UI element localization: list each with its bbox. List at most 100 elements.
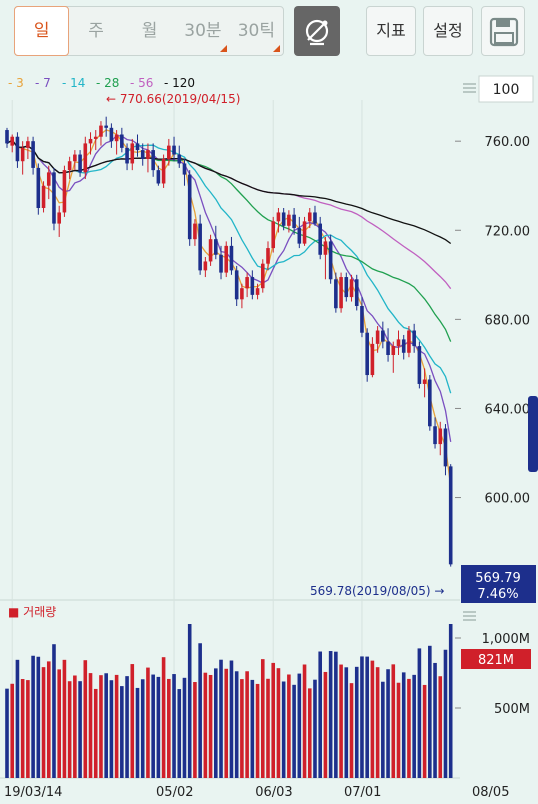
candle-body bbox=[334, 279, 338, 309]
volume-bar bbox=[360, 656, 364, 778]
volume-bar bbox=[422, 684, 427, 778]
volume-bar bbox=[307, 688, 312, 778]
candle-body bbox=[224, 245, 229, 273]
x-tick-label: 08/05 bbox=[472, 785, 509, 800]
candle-body bbox=[125, 147, 129, 164]
indicator-button[interactable]: 지표 bbox=[366, 6, 416, 56]
volume-bar bbox=[151, 674, 155, 778]
candle-body bbox=[255, 288, 260, 295]
volume-bar bbox=[146, 667, 150, 778]
candle-body bbox=[161, 159, 166, 184]
candle-body bbox=[208, 239, 213, 262]
candle-body bbox=[313, 212, 317, 224]
ma-legend-120: - 120 bbox=[164, 76, 195, 90]
period-selector: 일 주 월 30분 30틱 bbox=[14, 6, 284, 56]
volume-bar bbox=[172, 674, 176, 778]
volume-bar bbox=[104, 673, 108, 778]
volume-bar bbox=[344, 667, 349, 778]
candle-body bbox=[391, 346, 396, 355]
candle-body bbox=[365, 332, 369, 376]
volume-title: ■ 거래량 bbox=[8, 605, 56, 619]
candle-body bbox=[370, 343, 375, 376]
period-tab-4[interactable]: 30틱 bbox=[230, 7, 283, 55]
volume-bar bbox=[67, 681, 72, 778]
candle-body bbox=[407, 330, 411, 353]
candle-body bbox=[318, 223, 322, 255]
volume-bar bbox=[349, 683, 354, 778]
candle-body bbox=[114, 134, 119, 142]
candle-body bbox=[271, 221, 276, 249]
save-icon bbox=[489, 17, 519, 47]
drawing-tool-button[interactable] bbox=[294, 6, 340, 56]
candle-body bbox=[381, 330, 385, 342]
volume-bar bbox=[381, 681, 385, 778]
chart[interactable]: 760.00 720.00 680.00 640.00 600.00 1,000M 500M… bbox=[0, 62, 538, 804]
volume-bar bbox=[375, 667, 380, 778]
settings-button[interactable]: 설정 bbox=[423, 6, 473, 56]
candle-body bbox=[78, 154, 82, 173]
candle-body bbox=[93, 136, 98, 139]
volume-bar bbox=[276, 668, 281, 778]
candle-body bbox=[20, 147, 25, 162]
ma-line-7 bbox=[6, 134, 452, 443]
period-tab-2[interactable]: 월 bbox=[141, 21, 158, 41]
volume-bar bbox=[339, 664, 343, 778]
volume-bar bbox=[271, 662, 276, 778]
volume-bar bbox=[245, 671, 249, 778]
candle-body bbox=[214, 239, 218, 255]
volume-bar bbox=[433, 662, 437, 778]
candle-body bbox=[297, 228, 302, 244]
volume-bar bbox=[52, 644, 56, 778]
volume-bar bbox=[198, 643, 202, 778]
volume-bar bbox=[135, 687, 140, 778]
candle-body bbox=[41, 185, 46, 208]
volume-bar bbox=[187, 624, 192, 778]
volume-bar bbox=[412, 674, 416, 778]
candle-body bbox=[130, 143, 135, 164]
candle-body bbox=[328, 241, 333, 280]
x-tick-label: 19/03/14 bbox=[4, 785, 62, 800]
period-tab-1[interactable]: 주 bbox=[88, 21, 104, 41]
candle-body bbox=[349, 279, 354, 298]
volume-bar bbox=[281, 681, 286, 778]
volume-bar bbox=[99, 675, 103, 778]
candle-body bbox=[99, 125, 103, 137]
volume-bar bbox=[386, 669, 390, 778]
candle-body bbox=[240, 288, 244, 300]
candle-body bbox=[307, 212, 312, 222]
candle-body bbox=[443, 428, 448, 467]
candle-body bbox=[266, 248, 270, 264]
volume-bar bbox=[62, 659, 67, 778]
dropdown-triangle-icon bbox=[219, 45, 227, 52]
candle-body bbox=[15, 136, 20, 162]
candle-body bbox=[109, 127, 114, 142]
ma-line-14 bbox=[6, 139, 452, 394]
volume-bar bbox=[93, 688, 98, 778]
scale-box[interactable] bbox=[478, 75, 534, 103]
max-price-annotation: ← 770.66(2019/04/15) bbox=[106, 92, 240, 106]
candle-body bbox=[203, 261, 208, 271]
last-price-badge bbox=[461, 565, 536, 603]
candle-body bbox=[245, 277, 249, 289]
candle-body bbox=[260, 263, 265, 289]
candle-body bbox=[140, 150, 145, 159]
volume-bar bbox=[229, 660, 234, 778]
candle-body bbox=[187, 174, 192, 240]
ma-legend-28: - 28 bbox=[96, 76, 119, 90]
save-button[interactable] bbox=[481, 6, 525, 56]
candle-body bbox=[287, 214, 291, 226]
volume-bar bbox=[161, 657, 166, 778]
toolbar: 일 주 월 30분 30틱 지표 설정 bbox=[0, 0, 538, 62]
candle-body bbox=[401, 339, 406, 353]
period-tab-3[interactable]: 30분 bbox=[176, 7, 229, 55]
volume-bar bbox=[219, 659, 223, 778]
candle-body bbox=[36, 167, 41, 208]
candle-body bbox=[52, 172, 56, 224]
candle-body bbox=[339, 277, 343, 309]
volume-bar bbox=[438, 676, 443, 778]
side-panel-tab[interactable] bbox=[528, 396, 538, 472]
period-tab-0[interactable]: 일 bbox=[14, 6, 70, 56]
candle-body bbox=[172, 145, 176, 155]
candle-body bbox=[396, 339, 401, 347]
candle-body bbox=[120, 134, 124, 148]
